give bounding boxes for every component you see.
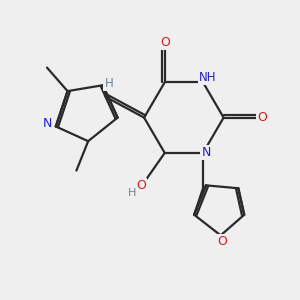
Text: O: O [160, 36, 170, 49]
Text: N: N [42, 117, 52, 130]
Text: NH: NH [199, 71, 216, 84]
Text: O: O [257, 111, 267, 124]
Text: H: H [128, 188, 136, 198]
Text: H: H [104, 77, 113, 90]
Text: N: N [201, 146, 211, 159]
Text: O: O [136, 179, 146, 192]
Text: O: O [217, 235, 227, 248]
